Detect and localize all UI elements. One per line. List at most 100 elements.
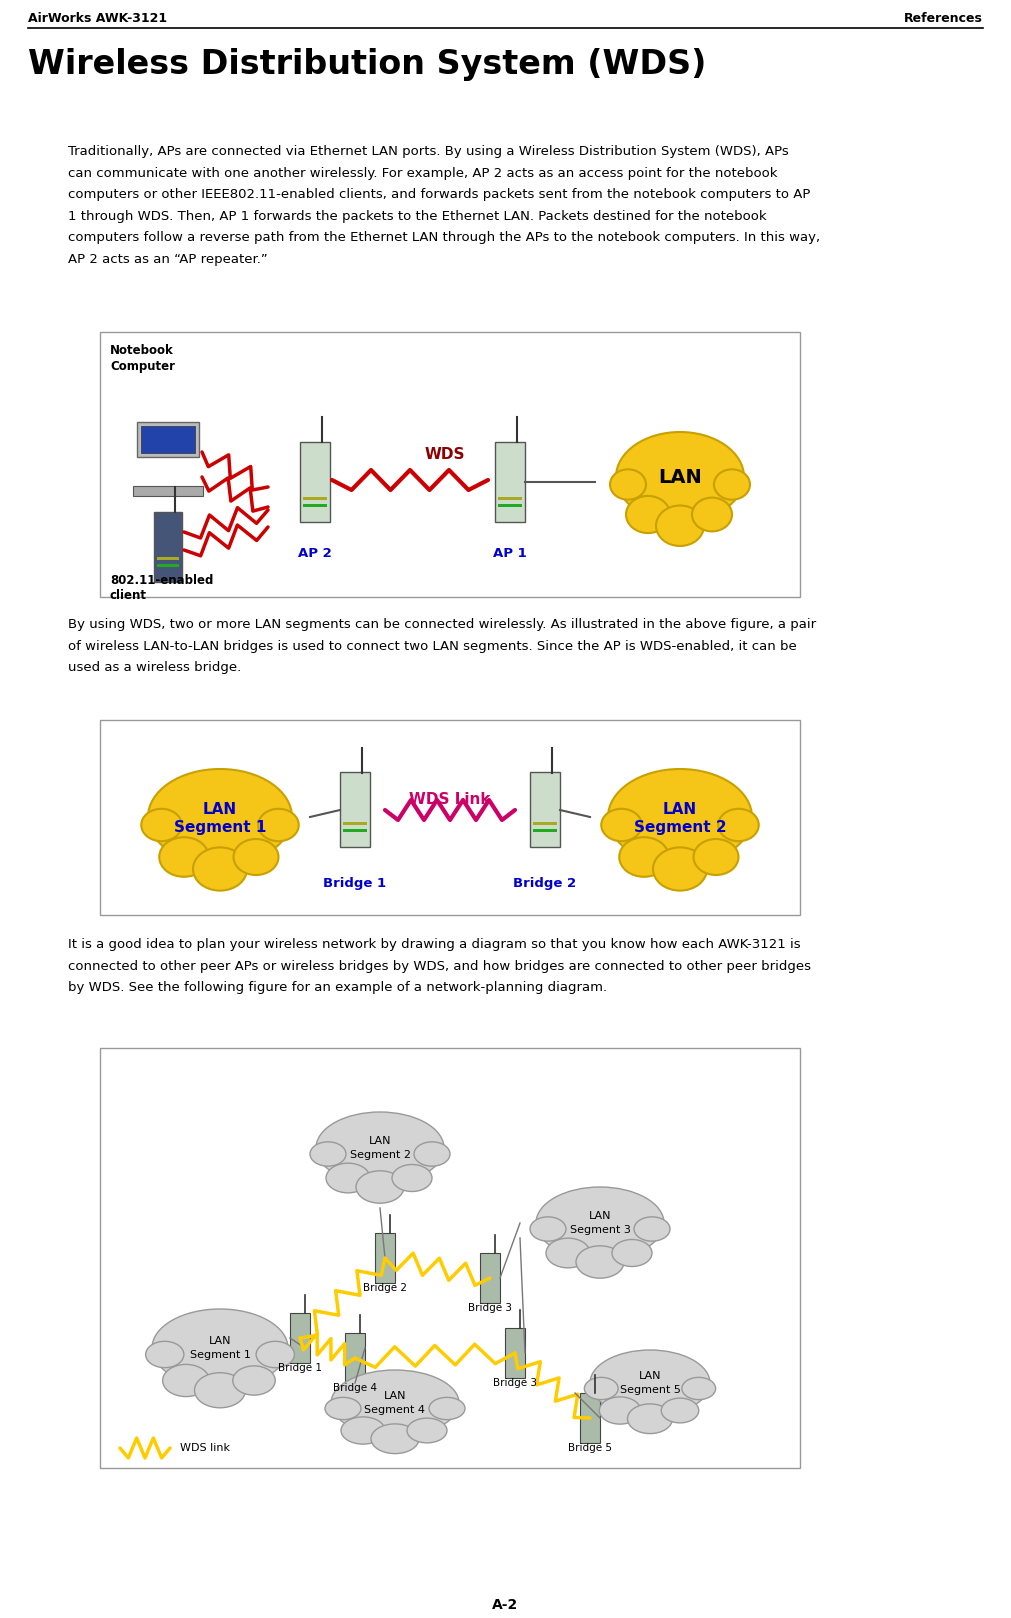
Text: Segment 2: Segment 2: [634, 819, 726, 835]
Text: LAN: LAN: [658, 468, 702, 487]
Polygon shape: [137, 1158, 202, 1209]
Text: Bridge 4: Bridge 4: [333, 1383, 377, 1393]
FancyBboxPatch shape: [506, 1328, 525, 1379]
Text: LAN: LAN: [384, 1391, 406, 1401]
FancyBboxPatch shape: [580, 1393, 600, 1443]
Text: LAN: LAN: [663, 801, 697, 817]
Text: Bridge 3: Bridge 3: [468, 1302, 512, 1312]
Ellipse shape: [590, 1349, 710, 1416]
Ellipse shape: [612, 1239, 652, 1267]
Text: Bridge 3: Bridge 3: [493, 1379, 537, 1388]
Ellipse shape: [142, 809, 182, 841]
Ellipse shape: [653, 848, 707, 890]
Text: client: client: [110, 589, 147, 602]
Ellipse shape: [616, 432, 744, 523]
Ellipse shape: [152, 1309, 288, 1387]
Text: Bridge 1: Bridge 1: [278, 1362, 321, 1374]
FancyBboxPatch shape: [100, 720, 800, 916]
Ellipse shape: [193, 848, 247, 890]
Ellipse shape: [316, 1112, 444, 1184]
Ellipse shape: [356, 1171, 404, 1204]
FancyBboxPatch shape: [290, 1312, 310, 1362]
Text: WDS Link: WDS Link: [409, 791, 490, 807]
Ellipse shape: [584, 1377, 618, 1400]
Ellipse shape: [163, 1364, 209, 1396]
Ellipse shape: [310, 1142, 346, 1167]
Ellipse shape: [331, 1370, 459, 1437]
Text: LAN: LAN: [369, 1136, 391, 1146]
Text: Bridge 1: Bridge 1: [324, 877, 386, 890]
FancyBboxPatch shape: [133, 485, 203, 497]
Ellipse shape: [576, 1246, 624, 1278]
Ellipse shape: [608, 769, 752, 866]
Ellipse shape: [694, 840, 738, 875]
Text: LAN: LAN: [588, 1210, 612, 1222]
Text: WDS link: WDS link: [180, 1443, 229, 1453]
Ellipse shape: [628, 1404, 672, 1434]
FancyBboxPatch shape: [300, 442, 330, 523]
Ellipse shape: [146, 1341, 184, 1367]
FancyBboxPatch shape: [157, 557, 179, 560]
Ellipse shape: [234, 840, 278, 875]
Text: LAN: LAN: [208, 1336, 232, 1346]
FancyBboxPatch shape: [480, 1252, 500, 1302]
FancyBboxPatch shape: [345, 1333, 365, 1383]
Ellipse shape: [661, 1398, 699, 1422]
FancyBboxPatch shape: [343, 828, 367, 832]
Ellipse shape: [371, 1424, 419, 1453]
Text: Segment 4: Segment 4: [365, 1404, 426, 1416]
Text: Segment 2: Segment 2: [350, 1150, 410, 1160]
Ellipse shape: [325, 1398, 361, 1419]
FancyBboxPatch shape: [141, 426, 195, 453]
Text: Segment 3: Segment 3: [569, 1225, 631, 1235]
Ellipse shape: [714, 469, 750, 500]
FancyBboxPatch shape: [157, 565, 179, 566]
Text: Bridge 2: Bridge 2: [363, 1283, 407, 1293]
FancyBboxPatch shape: [498, 503, 522, 506]
Ellipse shape: [326, 1163, 370, 1192]
Text: Segment 5: Segment 5: [620, 1385, 680, 1395]
Ellipse shape: [258, 809, 298, 841]
Ellipse shape: [536, 1188, 664, 1259]
Ellipse shape: [530, 1217, 566, 1241]
Text: References: References: [904, 11, 983, 24]
Ellipse shape: [413, 1142, 450, 1167]
Text: LAN: LAN: [639, 1370, 661, 1382]
FancyBboxPatch shape: [533, 822, 557, 825]
FancyBboxPatch shape: [375, 1233, 395, 1283]
FancyBboxPatch shape: [303, 497, 327, 500]
Text: AirWorks AWK-3121: AirWorks AWK-3121: [28, 11, 167, 24]
Ellipse shape: [656, 505, 704, 545]
FancyBboxPatch shape: [533, 828, 557, 832]
Ellipse shape: [626, 497, 670, 532]
FancyBboxPatch shape: [343, 822, 367, 825]
Ellipse shape: [160, 837, 208, 877]
Polygon shape: [144, 1162, 196, 1204]
Ellipse shape: [610, 469, 646, 500]
Text: 802.11-enabled: 802.11-enabled: [110, 574, 213, 587]
FancyBboxPatch shape: [303, 503, 327, 506]
Text: Bridge 2: Bridge 2: [514, 877, 576, 890]
Ellipse shape: [194, 1372, 246, 1408]
FancyBboxPatch shape: [100, 1048, 800, 1468]
Text: AP 2: AP 2: [298, 547, 332, 560]
Ellipse shape: [148, 769, 292, 866]
FancyBboxPatch shape: [137, 422, 199, 456]
Ellipse shape: [429, 1398, 465, 1419]
Text: WDS: WDS: [425, 447, 465, 463]
Text: A-2: A-2: [492, 1599, 519, 1612]
Text: Segment 1: Segment 1: [190, 1349, 251, 1361]
Ellipse shape: [392, 1165, 432, 1191]
Text: Traditionally, APs are connected via Ethernet LAN ports. By using a Wireless Dis: Traditionally, APs are connected via Eth…: [68, 146, 820, 265]
FancyBboxPatch shape: [340, 772, 370, 846]
Text: Wireless Distribution System (WDS): Wireless Distribution System (WDS): [28, 49, 707, 81]
FancyBboxPatch shape: [498, 497, 522, 500]
Ellipse shape: [600, 1396, 641, 1424]
Text: AP 1: AP 1: [493, 547, 527, 560]
Ellipse shape: [256, 1341, 294, 1367]
Ellipse shape: [681, 1377, 716, 1400]
Ellipse shape: [718, 809, 758, 841]
FancyBboxPatch shape: [495, 442, 525, 523]
Text: LAN: LAN: [203, 801, 237, 817]
FancyBboxPatch shape: [100, 332, 800, 597]
